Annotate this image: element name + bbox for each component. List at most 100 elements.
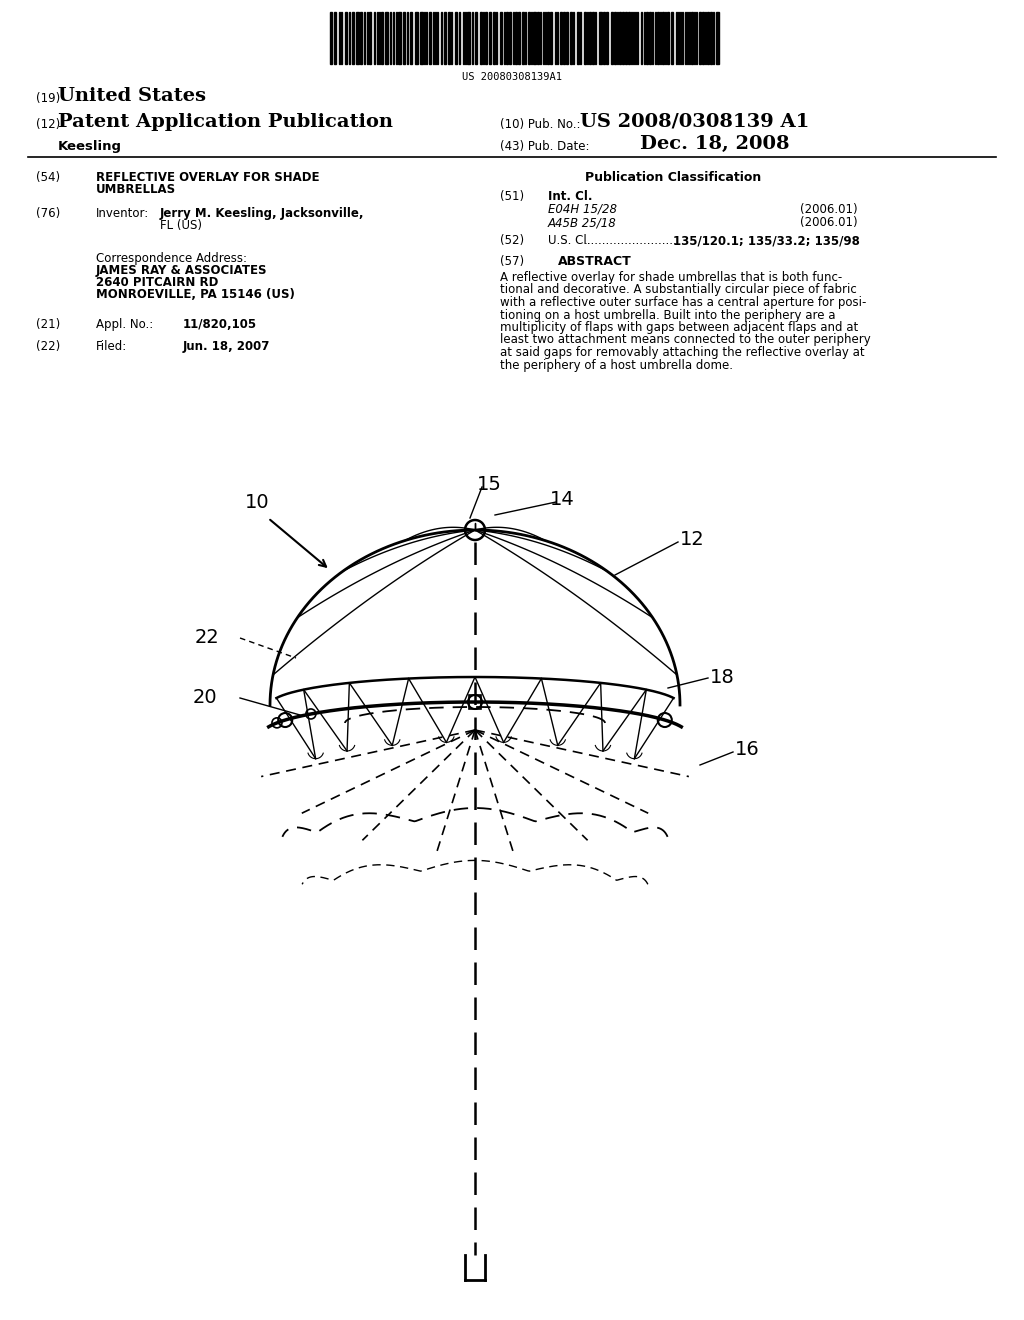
- Bar: [614, 12, 616, 63]
- Bar: [515, 12, 517, 63]
- Text: Correspondence Address:: Correspondence Address:: [96, 252, 247, 265]
- Text: Keesling: Keesling: [58, 140, 122, 153]
- Text: (43) Pub. Date:: (43) Pub. Date:: [500, 140, 590, 153]
- Bar: [330, 12, 332, 63]
- Bar: [547, 12, 549, 63]
- Bar: [469, 696, 481, 709]
- Text: 18: 18: [710, 668, 735, 686]
- Text: 135/120.1; 135/33.2; 135/98: 135/120.1; 135/33.2; 135/98: [673, 234, 860, 247]
- Bar: [537, 12, 539, 63]
- Bar: [345, 12, 347, 63]
- Text: (2006.01): (2006.01): [800, 216, 858, 228]
- Text: 15: 15: [477, 475, 502, 494]
- Bar: [534, 12, 536, 63]
- Bar: [334, 12, 336, 63]
- Bar: [691, 12, 693, 63]
- Text: FL (US): FL (US): [160, 219, 202, 232]
- Text: (57): (57): [500, 255, 524, 268]
- Text: 22: 22: [195, 628, 220, 647]
- Text: (51): (51): [500, 190, 524, 203]
- Bar: [584, 12, 586, 63]
- Text: with a reflective outer surface has a central aperture for posi-: with a reflective outer surface has a ce…: [500, 296, 866, 309]
- Text: United States: United States: [58, 87, 206, 106]
- Bar: [622, 12, 624, 63]
- Bar: [716, 12, 719, 63]
- Text: MONROEVILLE, PA 15146 (US): MONROEVILLE, PA 15146 (US): [96, 288, 295, 301]
- Text: 2640 PITCAIRN RD: 2640 PITCAIRN RD: [96, 276, 218, 289]
- Bar: [603, 12, 605, 63]
- Bar: [352, 12, 354, 63]
- Text: ABSTRACT: ABSTRACT: [558, 255, 632, 268]
- Text: (22): (22): [36, 341, 60, 352]
- Bar: [381, 12, 383, 63]
- Text: 16: 16: [735, 741, 760, 759]
- Text: US 2008/0308139 A1: US 2008/0308139 A1: [580, 114, 809, 131]
- Bar: [592, 12, 594, 63]
- Bar: [710, 12, 712, 63]
- Bar: [410, 12, 412, 63]
- Text: least two attachment means connected to the outer periphery: least two attachment means connected to …: [500, 334, 870, 346]
- Bar: [599, 12, 602, 63]
- Text: (2006.01): (2006.01): [800, 203, 858, 216]
- Bar: [589, 12, 591, 63]
- Text: Jun. 18, 2007: Jun. 18, 2007: [183, 341, 270, 352]
- Bar: [360, 12, 362, 63]
- Bar: [369, 12, 371, 63]
- Text: UMBRELLAS: UMBRELLAS: [96, 183, 176, 195]
- Bar: [563, 12, 565, 63]
- Bar: [667, 12, 669, 63]
- Text: at said gaps for removably attaching the reflective overlay at: at said gaps for removably attaching the…: [500, 346, 864, 359]
- Text: E04H 15/28: E04H 15/28: [548, 203, 617, 216]
- Text: Dec. 18, 2008: Dec. 18, 2008: [640, 135, 790, 153]
- Text: (21): (21): [36, 318, 60, 331]
- Text: A reflective overlay for shade umbrellas that is both func-: A reflective overlay for shade umbrellas…: [500, 271, 843, 284]
- Text: the periphery of a host umbrella dome.: the periphery of a host umbrella dome.: [500, 359, 733, 371]
- Text: (52): (52): [500, 234, 524, 247]
- Bar: [606, 12, 608, 63]
- Bar: [522, 12, 524, 63]
- Bar: [528, 12, 530, 63]
- Bar: [444, 12, 446, 63]
- Bar: [403, 12, 406, 63]
- Bar: [415, 12, 418, 63]
- Bar: [489, 12, 490, 63]
- Bar: [577, 12, 579, 63]
- Bar: [509, 12, 511, 63]
- Bar: [671, 12, 673, 63]
- Bar: [455, 12, 457, 63]
- Text: Int. Cl.: Int. Cl.: [548, 190, 593, 203]
- Text: 11/820,105: 11/820,105: [183, 318, 257, 331]
- Bar: [356, 12, 359, 63]
- Text: Filed:: Filed:: [96, 341, 127, 352]
- Text: Jerry M. Keesling, Jacksonville,: Jerry M. Keesling, Jacksonville,: [160, 207, 365, 220]
- Bar: [493, 12, 495, 63]
- Bar: [398, 12, 401, 63]
- Bar: [467, 12, 470, 63]
- Bar: [699, 12, 701, 63]
- Text: A45B 25/18: A45B 25/18: [548, 216, 616, 228]
- Text: Inventor:: Inventor:: [96, 207, 150, 220]
- Text: 20: 20: [193, 688, 218, 708]
- Bar: [385, 12, 388, 63]
- Bar: [657, 12, 659, 63]
- Bar: [625, 12, 627, 63]
- Bar: [500, 12, 502, 63]
- Bar: [628, 12, 630, 63]
- Bar: [611, 12, 613, 63]
- Text: (12): (12): [36, 117, 60, 131]
- Bar: [506, 12, 508, 63]
- Bar: [649, 12, 651, 63]
- Bar: [550, 12, 552, 63]
- Bar: [662, 12, 664, 63]
- Text: Appl. No.:: Appl. No.:: [96, 318, 154, 331]
- Text: (19): (19): [36, 92, 60, 106]
- Bar: [420, 12, 423, 63]
- Bar: [518, 12, 520, 63]
- Text: REFLECTIVE OVERLAY FOR SHADE: REFLECTIVE OVERLAY FOR SHADE: [96, 172, 319, 183]
- Bar: [429, 12, 431, 63]
- Text: (10) Pub. No.:: (10) Pub. No.:: [500, 117, 581, 131]
- Text: Publication Classification: Publication Classification: [585, 172, 761, 183]
- Bar: [485, 12, 487, 63]
- Bar: [646, 12, 648, 63]
- Bar: [618, 12, 621, 63]
